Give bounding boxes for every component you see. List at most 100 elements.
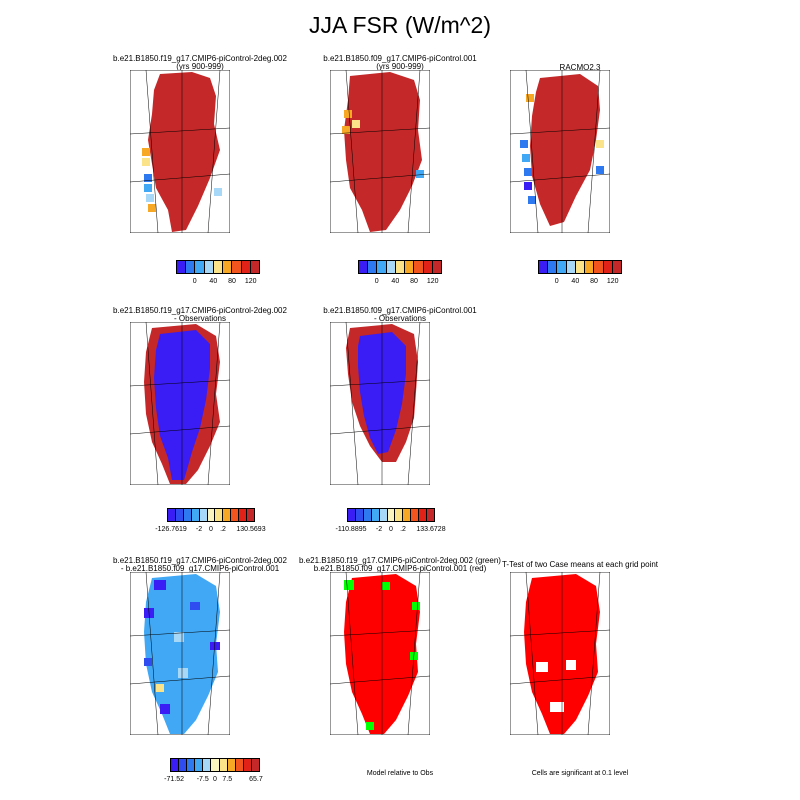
colorbar	[176, 260, 260, 274]
colorbar-swatch	[575, 261, 586, 273]
colorbar-swatch	[183, 509, 192, 521]
panel-subtitle: - b.e21.B1850.f09_g17.CMIP6-piControl.00…	[120, 564, 280, 573]
colorbar-swatch	[395, 261, 406, 273]
panel-model-b: b.e21.B1850.f09_g17.CMIP6-piControl.001 …	[280, 54, 520, 294]
colorbar-swatch	[379, 509, 388, 521]
margin-cell	[520, 140, 528, 148]
colorbar	[538, 260, 622, 274]
panel-model-a-minus-obs: b.e21.B1850.f19_g17.CMIP6-piControl-2deg…	[80, 306, 320, 546]
nonsignificant-cell	[566, 660, 576, 670]
colorbar-swatch	[419, 509, 428, 521]
anomaly-cell	[190, 602, 200, 610]
colorbar-swatch	[186, 261, 196, 273]
margin-cell	[144, 174, 152, 182]
colorbar-swatch	[195, 261, 205, 273]
colorbar-swatch	[227, 759, 236, 771]
colorbar-swatch	[239, 509, 248, 521]
margin-cell	[344, 110, 352, 118]
colorbar-swatch	[348, 509, 356, 521]
colorbar-swatch	[251, 759, 260, 771]
green-cell	[344, 580, 354, 590]
colorbar-tick-label: -2	[195, 526, 203, 533]
colorbar-swatch	[395, 509, 404, 521]
panel-title: b.e21.B1850.f19_g17.CMIP6-piControl-2deg…	[113, 556, 287, 565]
colorbar-ticks: -110.8895 -2 0 .2 133.6728	[335, 526, 445, 536]
margin-cell	[528, 196, 536, 204]
colorbar-swatch	[241, 261, 251, 273]
colorbar-swatch	[223, 261, 233, 273]
panel-title: RACMO2.3	[559, 63, 601, 72]
greenland-map	[510, 572, 610, 735]
colorbar-swatch	[168, 509, 176, 521]
figure-title: JJA FSR (W/m^2)	[308, 12, 491, 38]
panel-title: b.e21.B1850.f19_g17.CMIP6-piControl-2deg…	[299, 556, 501, 565]
colorbar-swatch	[195, 759, 204, 771]
colorbar-tick-label: -2	[375, 526, 383, 533]
colorbar-tick-label: .2	[220, 526, 226, 533]
colorbar-tick-label: 0	[554, 278, 559, 285]
colorbar-tick-label: 130.5693	[236, 526, 266, 533]
colorbar-tick-label: 133.6728	[416, 526, 446, 533]
panel-model-vs-obs: b.e21.B1850.f19_g17.CMIP6-piControl-2deg…	[280, 556, 520, 796]
colorbar-swatch	[411, 509, 420, 521]
colorbar-tick-label: 0	[389, 526, 393, 533]
margin-cell	[524, 168, 532, 176]
colorbar-swatch	[231, 509, 240, 521]
colorbar-swatch	[203, 759, 212, 771]
colorbar-swatch	[405, 261, 415, 273]
colorbar-swatch	[359, 261, 369, 273]
panel-subtitle: (yrs 900-999)	[176, 62, 224, 71]
colorbar-swatch	[368, 261, 378, 273]
panel-model-difference: b.e21.B1850.f19_g17.CMIP6-piControl-2deg…	[80, 556, 320, 796]
panel-note: Model relative to Obs	[366, 770, 434, 777]
panel-model-a: b.e21.B1850.f19_g17.CMIP6-piControl-2deg…	[80, 54, 320, 294]
colorbar-swatch	[566, 261, 576, 273]
greenland-map	[330, 70, 430, 233]
margin-cell	[524, 182, 532, 190]
panel-note: Cells are significant at 0.1 level	[531, 770, 629, 777]
greenland-map	[330, 322, 430, 485]
colorbar-swatch	[612, 261, 621, 273]
margin-cell	[214, 188, 222, 196]
colorbar-swatch	[539, 261, 549, 273]
nonsignificant-cell	[550, 702, 564, 712]
colorbar	[358, 260, 442, 274]
colorbar-swatch	[603, 261, 613, 273]
colorbar-tick-label: 40	[571, 278, 580, 285]
ice-sheet	[530, 74, 600, 226]
colorbar-tick-label: 0	[213, 776, 217, 783]
margin-cell	[596, 166, 604, 174]
panel-title: T-Test of two Case means at each grid po…	[501, 560, 659, 569]
colorbar-swatch	[215, 509, 224, 521]
colorbar-swatch	[187, 759, 196, 771]
margin-cell	[352, 120, 360, 128]
anomaly-cell	[144, 658, 152, 666]
nonsignificant-cell	[536, 662, 548, 672]
colorbar-swatch	[204, 261, 214, 273]
colorbar-swatch	[232, 261, 242, 273]
margin-cell	[522, 154, 530, 162]
green-cell	[412, 602, 420, 610]
colorbar-ticks: 0 40 80 120	[538, 278, 622, 288]
panel-subtitle: - Observations	[373, 314, 427, 323]
colorbar-swatch	[557, 261, 567, 273]
colorbar-swatch	[171, 759, 180, 771]
margin-cell	[142, 148, 150, 156]
margin-cell	[416, 170, 424, 178]
greenland-map	[130, 70, 230, 233]
panel-subtitle: (yrs 900-999)	[376, 62, 424, 71]
colorbar-swatch	[548, 261, 558, 273]
margin-cell	[142, 158, 150, 166]
colorbar-tick-label: 0	[374, 278, 379, 285]
colorbar-swatch	[235, 759, 244, 771]
colorbar-ticks: -71.52 -7.5 0 7.5 65.7	[164, 776, 263, 786]
margin-cell	[526, 94, 534, 102]
greenland-map	[330, 572, 430, 735]
colorbar-swatch	[386, 261, 396, 273]
anomaly-cell	[160, 704, 170, 714]
colorbar-tick-label: -71.52	[164, 776, 185, 783]
margin-cell	[596, 140, 604, 148]
colorbar-swatch	[355, 509, 364, 521]
colorbar-tick-label: 120	[606, 278, 619, 285]
anomaly-cell	[210, 642, 220, 650]
